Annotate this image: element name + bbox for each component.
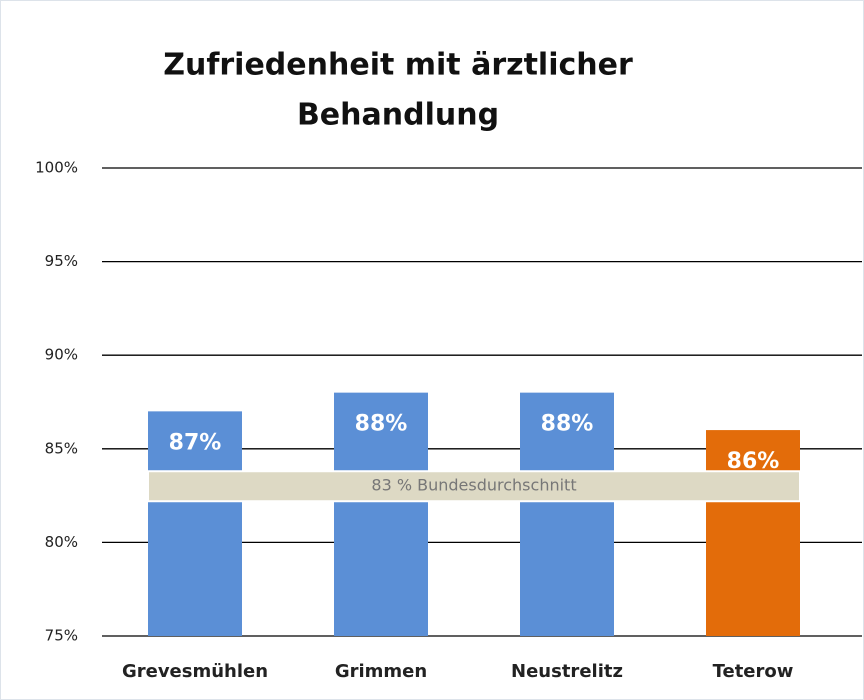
reference-label: 83 % Bundesdurchschnitt <box>371 476 576 495</box>
data-label: 86% <box>727 449 780 474</box>
reference-band <box>147 470 801 503</box>
y-tick-label: 75% <box>45 627 78 645</box>
bar <box>148 411 242 636</box>
data-label: 88% <box>541 412 594 437</box>
y-tick-label: 100% <box>35 159 78 177</box>
bar <box>706 430 800 636</box>
bar <box>334 392 428 636</box>
y-tick-label: 85% <box>45 439 78 457</box>
y-tick-label: 90% <box>45 346 78 364</box>
x-tick-label: Teterow <box>713 661 794 682</box>
x-tick-label: Grimmen <box>335 661 427 682</box>
data-label: 88% <box>355 412 408 437</box>
y-tick-label: 80% <box>45 533 78 551</box>
x-tick-label: Grevesmühlen <box>122 661 268 682</box>
chart-title: Behandlung <box>297 98 499 133</box>
data-label: 87% <box>169 430 222 455</box>
y-tick-label: 95% <box>45 252 78 270</box>
bar <box>520 392 614 636</box>
chart-title: Zufriedenheit mit ärztlicher <box>163 48 633 83</box>
x-tick-label: Neustrelitz <box>511 661 623 682</box>
